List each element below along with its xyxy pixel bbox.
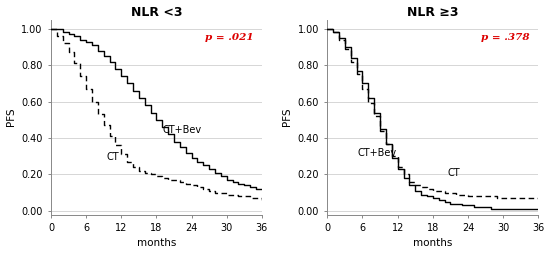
Text: CT+Bev: CT+Bev [162,125,201,135]
Y-axis label: PFS: PFS [282,108,292,126]
X-axis label: months: months [413,239,453,248]
Text: CT: CT [448,168,460,178]
Y-axis label: PFS: PFS [6,108,15,126]
Title: NLR ≥3: NLR ≥3 [407,6,459,19]
X-axis label: months: months [137,239,176,248]
Title: NLR <3: NLR <3 [131,6,182,19]
Text: p = .021: p = .021 [205,33,254,42]
Text: CT+Bev: CT+Bev [358,148,397,158]
Text: CT: CT [107,152,119,162]
Text: p = .378: p = .378 [481,33,530,42]
